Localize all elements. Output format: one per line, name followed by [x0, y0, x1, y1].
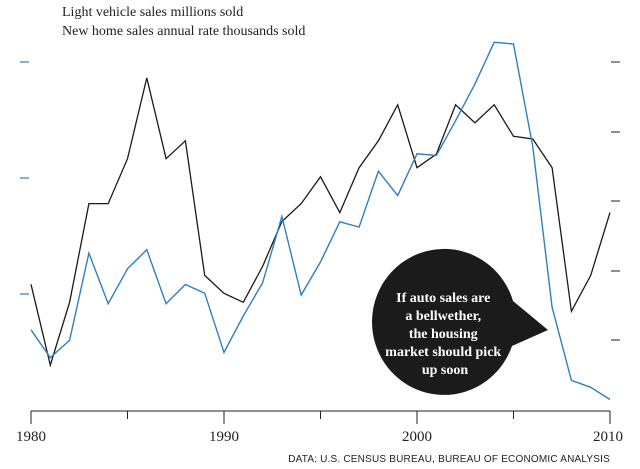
- right-axis-ticks: [611, 61, 620, 341]
- annotation-bubble-shape: [372, 248, 548, 395]
- annotation-text: If auto sales are a bellwether, the hous…: [385, 291, 504, 378]
- legend-entry-home: New home sales annual rate thousands sol…: [62, 24, 305, 39]
- x-axis-ticks: [30, 411, 611, 424]
- legend-entry-vehicle: Light vehicle sales millions sold: [62, 5, 243, 20]
- x-tick-label-1990: 1990: [209, 429, 239, 445]
- series-line-home-sales: [30, 41, 611, 401]
- left-axis-ticks: [20, 61, 29, 295]
- series-layer: [30, 41, 611, 401]
- x-tick-label-2010: 2010: [593, 429, 623, 445]
- source-note: DATA: U.S. CENSUS BUREAU, BUREAU OF ECON…: [288, 454, 610, 465]
- legend: Light vehicle sales millions sold New ho…: [62, 5, 305, 39]
- series-line-vehicle-sales: [30, 77, 611, 368]
- x-tick-label-1980: 1980: [16, 429, 46, 445]
- x-tick-label-2000: 2000: [402, 429, 432, 445]
- x-tick-labels: 1980 1990 2000 2010: [16, 429, 623, 445]
- annotation-bubble: If auto sales are a bellwether, the hous…: [372, 248, 548, 395]
